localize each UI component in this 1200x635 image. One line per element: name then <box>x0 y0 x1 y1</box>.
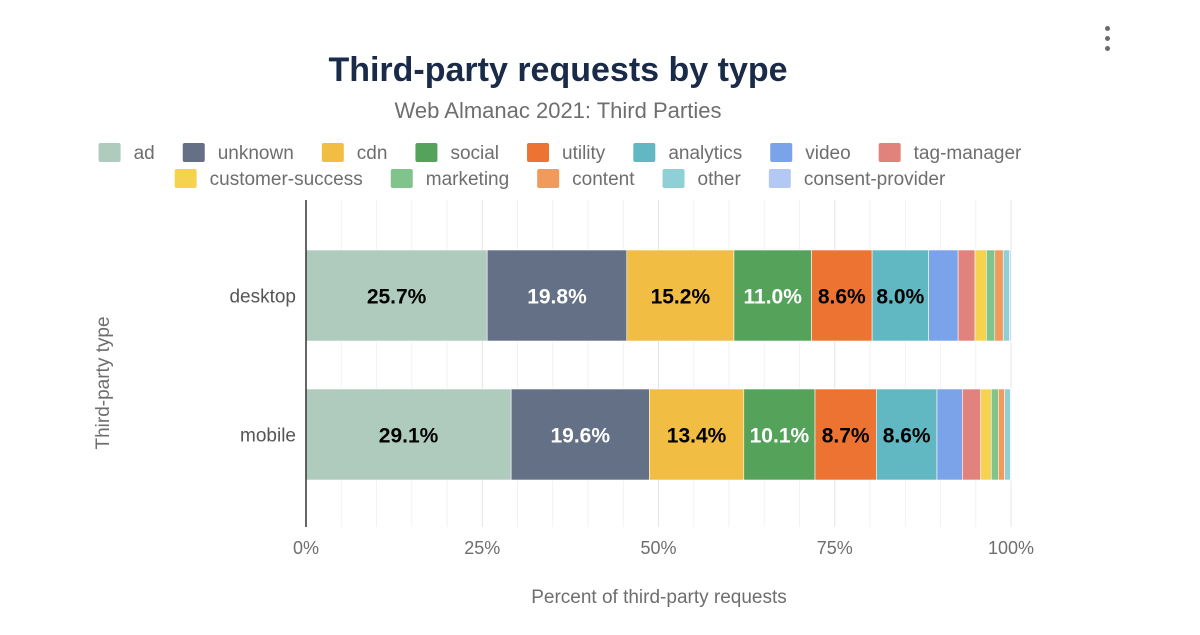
more-vertical-icon <box>1104 25 1110 31</box>
bars: 25.7% 19.8% 15.2% 11.0% 8.6% 8.0% 29.1% 19.6% 13… <box>305 249 1012 481</box>
bar-segment-cdn <box>649 388 745 481</box>
legend-label-analytics: analytics <box>668 143 742 164</box>
legend-label-consent-provider: consent-provider <box>804 169 946 190</box>
x-tick-label: 25% <box>464 538 500 558</box>
x-tick-label: 75% <box>817 538 853 558</box>
bar-segment-video <box>928 249 959 342</box>
legend-label-unknown: unknown <box>218 143 294 164</box>
bar-segment-analytics <box>871 249 929 342</box>
bar-segment-customer-success <box>980 388 992 481</box>
data-label: 8.7% <box>822 425 870 448</box>
bar-segment-marketing <box>986 249 996 342</box>
x-tick-labels: 0% 25% 50% 75% 100% <box>293 538 1034 558</box>
legend-swatch-other <box>662 169 685 188</box>
bar-segment-tag-manager <box>957 249 976 342</box>
x-tick-label: 50% <box>640 538 676 558</box>
data-label: 25.7% <box>367 286 427 309</box>
legend-swatch-marketing <box>390 169 413 188</box>
bar-segment-content <box>998 388 1005 481</box>
legend-label-tag-manager: tag-manager <box>914 143 1022 164</box>
data-label: 8.6% <box>818 286 866 309</box>
legend-swatch-video <box>770 143 793 162</box>
legend-swatch-consent-provider <box>768 169 791 188</box>
bar-segment-unknown <box>510 388 650 481</box>
data-label: 10.1% <box>750 425 810 448</box>
legend-label-ad: ad <box>134 143 155 164</box>
bar-segment-other <box>1004 388 1011 481</box>
legend-swatch-social <box>415 143 438 162</box>
legend-label-other: other <box>698 169 742 190</box>
data-label: 13.4% <box>667 425 727 448</box>
data-label: 15.2% <box>651 286 711 309</box>
bar-segment-content <box>994 249 1004 342</box>
y-tick-labels: desktop mobile <box>229 287 296 447</box>
bar-segment-video <box>936 388 963 481</box>
legend-label-customer-success: customer-success <box>210 169 363 190</box>
legend-label-marketing: marketing <box>426 169 509 190</box>
legend-swatch-ad <box>98 143 121 162</box>
y-tick-label: mobile <box>240 426 296 447</box>
bar-segment-tag-manager <box>962 388 981 481</box>
data-label: 19.6% <box>550 425 610 448</box>
bar-segment-other <box>1002 249 1010 342</box>
bar-segment-ad <box>305 388 512 481</box>
bar-segment-consent-provider <box>1009 249 1012 342</box>
bar-segment-customer-success <box>974 249 987 342</box>
legend-swatch-customer-success <box>174 169 197 188</box>
legend-swatch-cdn <box>321 143 344 162</box>
legend-swatch-utility <box>527 143 550 162</box>
bar-segment-cdn <box>626 249 735 342</box>
bar-segment-marketing <box>990 388 999 481</box>
bar-segment-consent-provider <box>1009 388 1012 481</box>
legend-swatch-unknown <box>182 143 205 162</box>
legend-label-video: video <box>805 143 850 164</box>
legend-label-utility: utility <box>562 143 606 164</box>
legend-label-social: social <box>450 143 499 164</box>
legend-swatch-tag-manager <box>878 143 901 162</box>
data-label: 19.8% <box>527 286 587 309</box>
data-label: 8.0% <box>876 286 924 309</box>
bar-segment-social <box>733 249 812 342</box>
x-axis-title: Percent of third-party requests <box>531 587 787 608</box>
more-vertical-icon <box>1104 45 1110 51</box>
data-label: 8.6% <box>883 425 931 448</box>
x-tick-label: 100% <box>988 538 1034 558</box>
legend-label-cdn: cdn <box>357 143 388 164</box>
bar-segment-social <box>743 388 816 481</box>
bar-segment-utility <box>811 249 873 342</box>
y-tick-label: desktop <box>229 287 296 308</box>
chart-subtitle: Web Almanac 2021: Third Parties <box>395 98 722 123</box>
legend-swatch-content <box>537 169 560 188</box>
x-tick-label: 0% <box>293 538 319 558</box>
more-options-button[interactable] <box>1092 22 1122 54</box>
legend: ad unknown cdn social utility analytics video t… <box>98 143 1022 190</box>
more-vertical-icon <box>1104 35 1110 41</box>
chart-title: Third-party requests by type <box>328 51 787 89</box>
y-axis-title: Third-party type <box>93 316 114 449</box>
bar-segment-utility <box>814 388 877 481</box>
legend-swatch-analytics <box>633 143 656 162</box>
data-label: 29.1% <box>379 425 439 448</box>
bar-segment-analytics <box>876 388 938 481</box>
data-label: 11.0% <box>744 286 803 309</box>
legend-label-content: content <box>572 169 635 190</box>
